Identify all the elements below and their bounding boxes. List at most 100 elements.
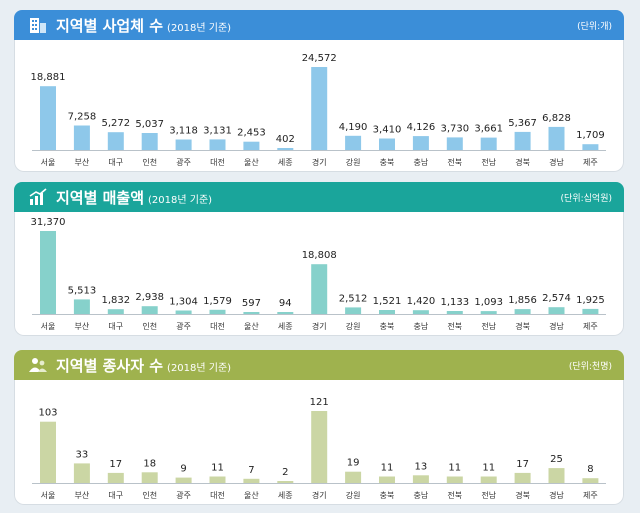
data-label: 11 [448, 463, 461, 474]
bar-전북 [446, 476, 463, 483]
panel-establishments: 지역별 사업체 수 (2018년 기준) (단위:개) 18,881 서울 7,258… [14, 10, 624, 172]
bar-인천 [141, 472, 158, 483]
category-label: 충남 [414, 491, 429, 500]
category-label: 대구 [108, 322, 123, 331]
data-label: 4,190 [339, 122, 368, 133]
chart-subtitle: (2018년 기준) [148, 195, 213, 206]
bar-세종 [277, 312, 294, 314]
bar-제주 [582, 144, 599, 150]
data-label: 2,574 [542, 293, 571, 304]
category-label: 광주 [176, 157, 191, 167]
chart-subtitle: (2018년 기준) [167, 23, 232, 34]
data-label: 5,513 [68, 285, 97, 296]
bar-전남 [480, 137, 497, 150]
category-label: 충북 [380, 158, 395, 167]
bar-인천 [141, 306, 158, 314]
category-label: 세종 [278, 158, 293, 167]
panel-header: 지역별 매출액 (2018년 기준) (단위:십억원) [14, 182, 624, 212]
category-label: 울산 [244, 157, 259, 167]
category-label: 경북 [515, 490, 530, 500]
data-label: 31,370 [31, 217, 66, 228]
data-label: 13 [415, 461, 428, 472]
data-label: 1,925 [576, 295, 605, 306]
category-label: 제주 [583, 158, 598, 167]
data-label: 1,420 [407, 296, 436, 307]
data-label: 1,832 [101, 295, 130, 306]
data-label: 11 [482, 463, 495, 474]
data-label: 1,304 [169, 297, 198, 308]
unit-label: (단위:천명) [568, 362, 612, 372]
data-label: 7 [248, 465, 254, 476]
category-label: 강원 [346, 490, 361, 500]
data-label: 3,118 [169, 126, 198, 137]
data-label: 4,126 [407, 122, 436, 133]
bar-강원 [345, 307, 362, 314]
bar-경남 [548, 307, 565, 314]
data-label: 121 [310, 397, 329, 408]
category-label: 제주 [583, 491, 598, 500]
bar-대전 [209, 139, 226, 150]
panel-header: 지역별 종사자 수 (2018년 기준) (단위:천명) [14, 350, 624, 380]
panel-sales: 지역별 매출액 (2018년 기준) (단위:십억원) 31,370 서울 5,513… [14, 182, 624, 336]
category-label: 광주 [176, 490, 191, 500]
data-label: 597 [242, 298, 261, 309]
data-label: 7,258 [68, 112, 97, 123]
unit-label: (단위:개) [577, 22, 612, 32]
bar-광주 [175, 139, 192, 150]
category-label: 경남 [549, 321, 564, 331]
bar-울산 [243, 478, 260, 483]
category-label: 부산 [75, 321, 90, 331]
category-label: 강원 [346, 321, 361, 331]
category-label: 전북 [447, 490, 462, 500]
bar-경남 [548, 468, 565, 483]
data-label: 11 [211, 463, 224, 474]
data-label: 3,131 [203, 125, 232, 136]
data-label: 1,579 [203, 296, 232, 307]
bar-전남 [480, 476, 497, 483]
category-label: 전남 [481, 490, 496, 500]
bar-경기 [311, 67, 328, 150]
bar-경북 [514, 472, 531, 483]
bar-충북 [379, 138, 395, 150]
bar-울산 [243, 312, 260, 314]
category-label: 광주 [176, 321, 191, 331]
bar-부산 [73, 299, 90, 314]
bar-충남 [412, 475, 429, 483]
data-label: 1,709 [576, 130, 605, 141]
bar-전북 [446, 137, 463, 150]
category-label: 전북 [447, 157, 462, 167]
data-label: 1,093 [474, 297, 503, 308]
category-label: 강원 [346, 157, 361, 167]
bar-광주 [175, 477, 192, 483]
bar-대구 [107, 132, 124, 150]
category-label: 경북 [515, 321, 530, 331]
category-label: 대전 [210, 157, 225, 167]
category-label: 대전 [210, 490, 225, 500]
data-label: 5,272 [101, 118, 130, 129]
bar-전남 [480, 311, 497, 314]
bar-서울 [40, 231, 56, 314]
data-label: 18,808 [302, 250, 337, 261]
data-label: 5,037 [135, 119, 164, 130]
building-icon [30, 18, 46, 33]
category-label: 인천 [142, 157, 157, 167]
category-label: 서울 [41, 322, 56, 331]
category-label: 울산 [244, 490, 259, 500]
bar-chart-sales: 31,370 서울 5,513 부산 1,832 대구 2,938 인천 1,304 광주 1,57… [31, 217, 606, 331]
data-label: 6,828 [542, 113, 571, 124]
bar-경남 [548, 126, 565, 150]
data-label: 3,661 [474, 124, 503, 135]
category-label: 전북 [447, 321, 462, 331]
category-label: 경북 [515, 157, 530, 167]
data-label: 1,133 [440, 297, 469, 308]
category-label: 부산 [75, 157, 90, 167]
category-label: 경기 [312, 490, 327, 500]
category-label: 서울 [41, 491, 56, 500]
bar-대구 [107, 472, 124, 483]
data-label: 1,521 [373, 296, 402, 307]
category-label: 울산 [244, 321, 259, 331]
bar-강원 [345, 471, 362, 483]
bar-경북 [514, 309, 531, 314]
bar-광주 [175, 310, 192, 314]
category-label: 충북 [380, 491, 395, 500]
